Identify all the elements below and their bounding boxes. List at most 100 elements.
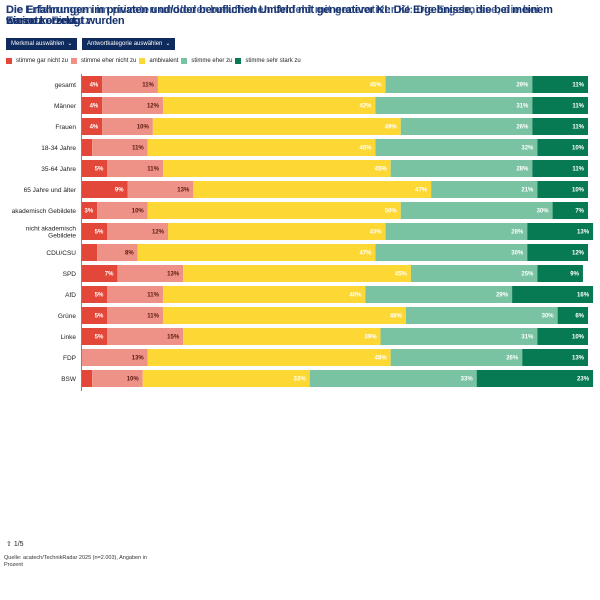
source-note: Quelle: acatech/TechnikRadar 2025 (n=2.0… [4, 555, 184, 569]
data-label: 11% [572, 125, 584, 131]
data-label: 10% [572, 188, 585, 194]
bar-segment [183, 328, 380, 345]
data-label: 23% [577, 377, 590, 383]
data-label: 31% [521, 335, 534, 341]
data-label: 45% [359, 146, 372, 152]
data-label: 28% [511, 230, 524, 236]
share-icon[interactable]: ⇧ [6, 541, 12, 548]
data-label: 39% [365, 335, 378, 341]
data-label: 26% [516, 125, 529, 131]
data-label: 50% [385, 209, 398, 215]
category-label: Linke [60, 334, 76, 341]
data-label: 8% [125, 251, 134, 257]
data-label: 45% [370, 83, 383, 89]
bar-segment [158, 76, 386, 93]
bar-segment [138, 244, 376, 261]
category-label: Männer [54, 103, 77, 110]
bar-segment [375, 244, 527, 261]
data-label: 11% [132, 146, 144, 152]
bar-segment [406, 307, 558, 324]
bar-segment [411, 265, 538, 282]
data-label: 31% [516, 104, 529, 110]
bar-segment [386, 223, 528, 240]
data-label: 5% [95, 314, 104, 320]
data-label: 13% [167, 272, 180, 278]
bar-segment [148, 139, 376, 156]
data-label: 29% [516, 83, 529, 89]
data-label: 11% [572, 83, 584, 89]
data-label: 12% [572, 251, 585, 257]
category-label: 18-34 Jahre [41, 145, 76, 152]
bar-segment [381, 328, 538, 345]
data-label: 4% [90, 83, 99, 89]
data-label: 33% [294, 377, 307, 383]
data-label: 13% [572, 356, 585, 362]
bar-segment [391, 160, 533, 177]
stacked-bar-chart: gesamt 4% 11% 45% 29% 11% Männer 4% 12% 42% 31% 11%… [0, 0, 600, 400]
data-label: 45% [375, 167, 388, 173]
data-label: 12% [147, 104, 160, 110]
bar-segment [168, 223, 386, 240]
data-label: 5% [95, 167, 104, 173]
bar-segment [163, 160, 391, 177]
data-label: 7% [105, 272, 114, 278]
data-label: 5% [95, 335, 104, 341]
data-label: 12% [152, 230, 165, 236]
source-text: Quelle: acatech/TechnikRadar 2025 (n=2.0… [4, 555, 184, 562]
data-label: 5% [95, 293, 104, 299]
category-label: gesamt [55, 82, 77, 89]
data-label: 11% [147, 293, 159, 299]
bar-segment [386, 76, 533, 93]
category-label: Frauen [55, 124, 76, 131]
data-label: 10% [137, 125, 150, 131]
category-label: BSW [61, 376, 77, 383]
data-label: 47% [359, 251, 372, 257]
data-label: 29% [496, 293, 509, 299]
bar-segment [148, 202, 401, 219]
data-label: 48% [375, 356, 388, 362]
data-label: 4% [90, 125, 99, 131]
data-label: 11% [142, 83, 154, 89]
bar-segment [365, 286, 512, 303]
bar-segment [401, 118, 533, 135]
category-label: CDU/CSU [46, 250, 76, 257]
bar-segment [391, 349, 523, 366]
data-label: 10% [132, 209, 145, 215]
page-indicator: 1/5 [14, 541, 24, 548]
data-label: 26% [506, 356, 519, 362]
bar-segment [477, 370, 593, 387]
bar-segment [153, 118, 401, 135]
data-label: 11% [572, 167, 584, 173]
data-label: 4% [90, 104, 99, 110]
bar-segment [143, 370, 310, 387]
data-label: 42% [359, 104, 372, 110]
bar-segment [82, 139, 92, 156]
bar-segment [375, 139, 537, 156]
data-label: 3% [85, 209, 94, 215]
category-label: akademisch Gebildete [12, 208, 77, 215]
data-label: 47% [415, 188, 428, 194]
bar-segment [163, 307, 406, 324]
data-label: 40% [349, 293, 362, 299]
bar-segment [193, 181, 431, 198]
data-label: 16% [577, 293, 590, 299]
data-label: 43% [370, 230, 383, 236]
data-label: 11% [147, 314, 159, 320]
data-label: 21% [521, 188, 534, 194]
data-label: 30% [537, 209, 550, 215]
category-label: 65 Jahre und älter [24, 187, 77, 194]
category-label: Grüne [58, 313, 76, 320]
data-label: 13% [132, 356, 145, 362]
bar-segment [82, 244, 97, 261]
data-label: 6% [575, 314, 584, 320]
data-label: 13% [577, 230, 590, 236]
bar-segment [82, 370, 92, 387]
data-label: 5% [95, 230, 104, 236]
data-label: 10% [572, 335, 585, 341]
category-label: nicht akademischGebildete [26, 226, 77, 240]
category-label: 35-64 Jahre [41, 166, 76, 173]
category-label: FDP [63, 355, 76, 362]
data-label: 30% [542, 314, 555, 320]
bar-segment [163, 97, 376, 114]
data-label: 28% [516, 167, 529, 173]
